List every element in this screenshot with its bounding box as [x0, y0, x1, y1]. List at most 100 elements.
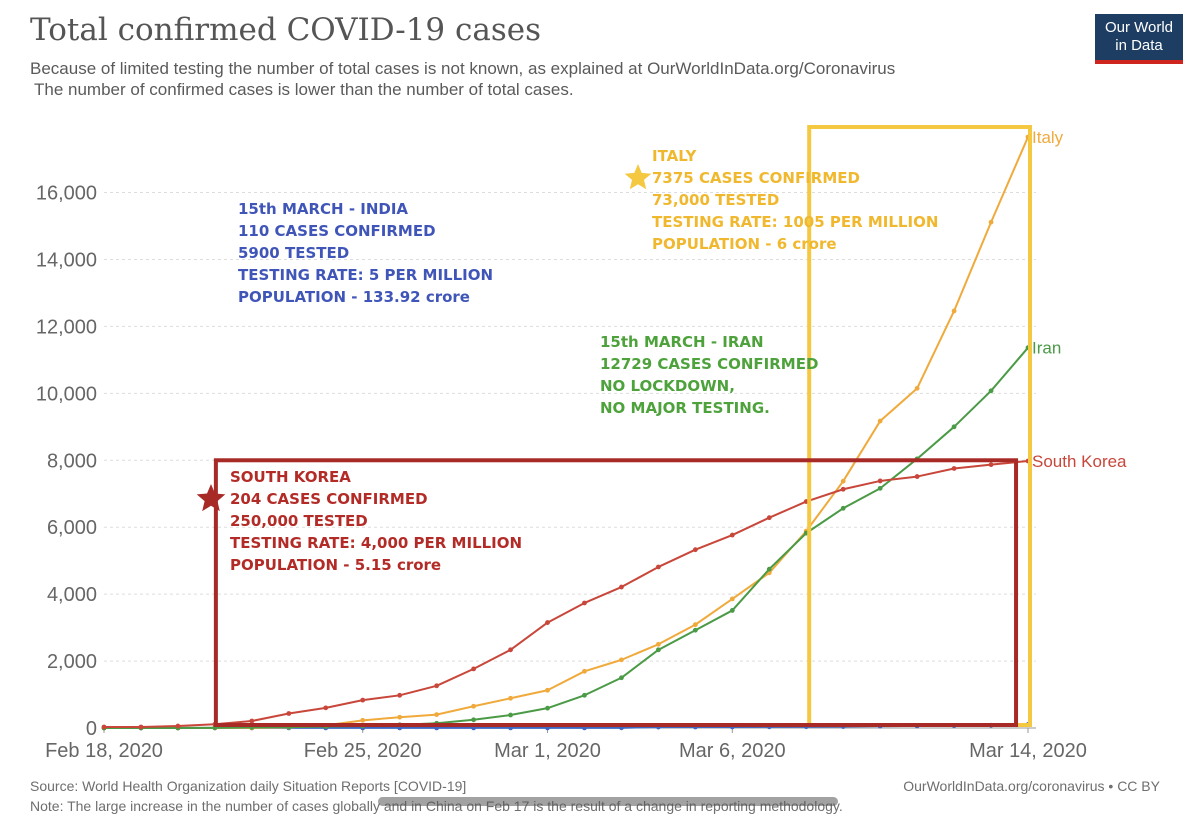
data-point	[545, 687, 550, 693]
data-point	[840, 486, 846, 492]
y-tick-label: 12,000	[36, 316, 97, 338]
annotation-iran-line: NO LOCKDOWN,	[600, 377, 735, 395]
annotation-india-line: 5900 TESTED	[238, 244, 349, 262]
y-tick-label: 6,000	[47, 517, 97, 539]
data-point	[988, 388, 994, 394]
data-point	[692, 627, 698, 633]
data-point	[766, 515, 772, 521]
x-tick-label: Mar 14, 2020	[969, 740, 1087, 762]
data-point	[766, 566, 772, 572]
data-point	[545, 705, 550, 711]
annotation-italy-line: 7375 CASES CONFIRMED	[652, 169, 860, 187]
data-point	[471, 717, 476, 723]
data-point	[582, 600, 587, 606]
data-point	[508, 712, 513, 718]
annotation-india-line: POPULATION - 133.92 crore	[238, 288, 470, 306]
logo-line-2: in Data	[1115, 37, 1163, 54]
annotation-italy-line: ITALY	[652, 147, 697, 165]
data-point	[138, 724, 144, 730]
annotation-india-line: TESTING RATE: 5 PER MILLION	[238, 266, 493, 284]
data-point	[951, 424, 957, 430]
logo-line-1: Our World	[1104, 19, 1174, 36]
data-point	[397, 714, 403, 720]
annotation-south-korea-line: TESTING RATE: 4,000 PER MILLION	[230, 534, 522, 552]
data-point	[323, 705, 329, 711]
data-point	[729, 532, 735, 538]
data-point	[545, 620, 550, 625]
data-point	[360, 697, 366, 703]
annotation-south-korea-line: 250,000 TESTED	[230, 512, 368, 530]
data-point	[175, 723, 181, 729]
data-point	[988, 462, 994, 468]
data-point	[397, 692, 403, 698]
annotation-italy-line: POPULATION - 6 crore	[652, 235, 837, 253]
data-point	[471, 703, 476, 709]
data-point	[101, 724, 107, 730]
owid-logo[interactable]: Our World in Data	[1095, 14, 1183, 64]
data-point	[877, 418, 883, 424]
italy-star-icon	[624, 164, 652, 190]
data-point	[692, 547, 698, 553]
subtitle-line-2: The number of confirmed cases is lower t…	[34, 80, 574, 99]
annotation-iran-line: 15th MARCH - IRAN	[600, 333, 764, 351]
scrollbar-handle[interactable]	[378, 797, 838, 806]
data-point	[360, 717, 366, 723]
y-tick-label: 14,000	[36, 249, 97, 271]
data-point	[729, 596, 735, 602]
x-tick-label: Feb 25, 2020	[304, 740, 422, 762]
y-tick-label: 8,000	[47, 450, 97, 472]
series-line	[103, 459, 1029, 728]
annotation-italy-line: 73,000 TESTED	[652, 191, 779, 209]
data-point	[619, 657, 624, 663]
data-point	[286, 711, 292, 716]
y-tick-label: 2,000	[47, 651, 97, 673]
data-point	[877, 485, 883, 491]
y-tick-label: 4,000	[47, 584, 97, 606]
data-point	[988, 219, 994, 225]
south-korea-star-icon	[196, 484, 226, 512]
annotation-south-korea-line: 204 CASES CONFIRMED	[230, 490, 428, 508]
annotation-italy-line: TESTING RATE: 1005 PER MILLION	[652, 213, 938, 231]
data-point	[877, 478, 883, 484]
data-point	[914, 474, 920, 479]
data-point	[508, 695, 513, 701]
data-point	[582, 668, 587, 674]
data-point	[434, 683, 440, 689]
y-tick-label: 0	[86, 718, 97, 740]
data-point	[840, 478, 846, 484]
y-tick-label: 10,000	[36, 383, 97, 405]
x-tick-label: Mar 6, 2020	[679, 740, 786, 762]
annotation-south-korea-line: SOUTH KOREA	[230, 468, 351, 486]
subtitle-line-1: Because of limited testing the number of…	[30, 59, 896, 78]
series-label: Italy	[1032, 128, 1064, 147]
data-point	[508, 647, 513, 653]
highlight-box-south-korea	[213, 458, 1019, 727]
data-point	[249, 718, 255, 724]
x-tick-label: Mar 1, 2020	[494, 740, 601, 762]
y-tick-label: 16,000	[36, 183, 97, 205]
footer-credit[interactable]: OurWorldInData.org/coronavirus • CC BY	[903, 778, 1160, 794]
series-label: Iran	[1032, 339, 1061, 358]
data-point	[471, 666, 476, 672]
series-label: South Korea	[1032, 452, 1127, 471]
data-point	[582, 692, 587, 698]
annotation-india-line: 110 CASES CONFIRMED	[238, 222, 436, 240]
data-point	[951, 308, 957, 314]
annotation-iran-line: 12729 CASES CONFIRMED	[600, 355, 818, 373]
data-point	[914, 385, 920, 391]
footer-source[interactable]: Source: World Health Organization daily …	[30, 778, 467, 794]
annotation-india-line: 15th MARCH - INDIA	[238, 200, 408, 218]
data-point	[840, 505, 846, 511]
data-point	[656, 647, 661, 653]
data-point	[434, 712, 440, 718]
data-point	[656, 641, 661, 647]
data-point	[951, 466, 957, 471]
series-line	[104, 347, 1029, 729]
chart-subtitle: Because of limited testing the number of…	[30, 58, 1070, 100]
data-point	[729, 608, 735, 613]
chart-title: Total confirmed COVID-19 cases	[30, 12, 542, 48]
data-point	[692, 622, 698, 628]
data-point	[656, 564, 661, 570]
annotation-south-korea-line: POPULATION - 5.15 crore	[230, 556, 441, 574]
